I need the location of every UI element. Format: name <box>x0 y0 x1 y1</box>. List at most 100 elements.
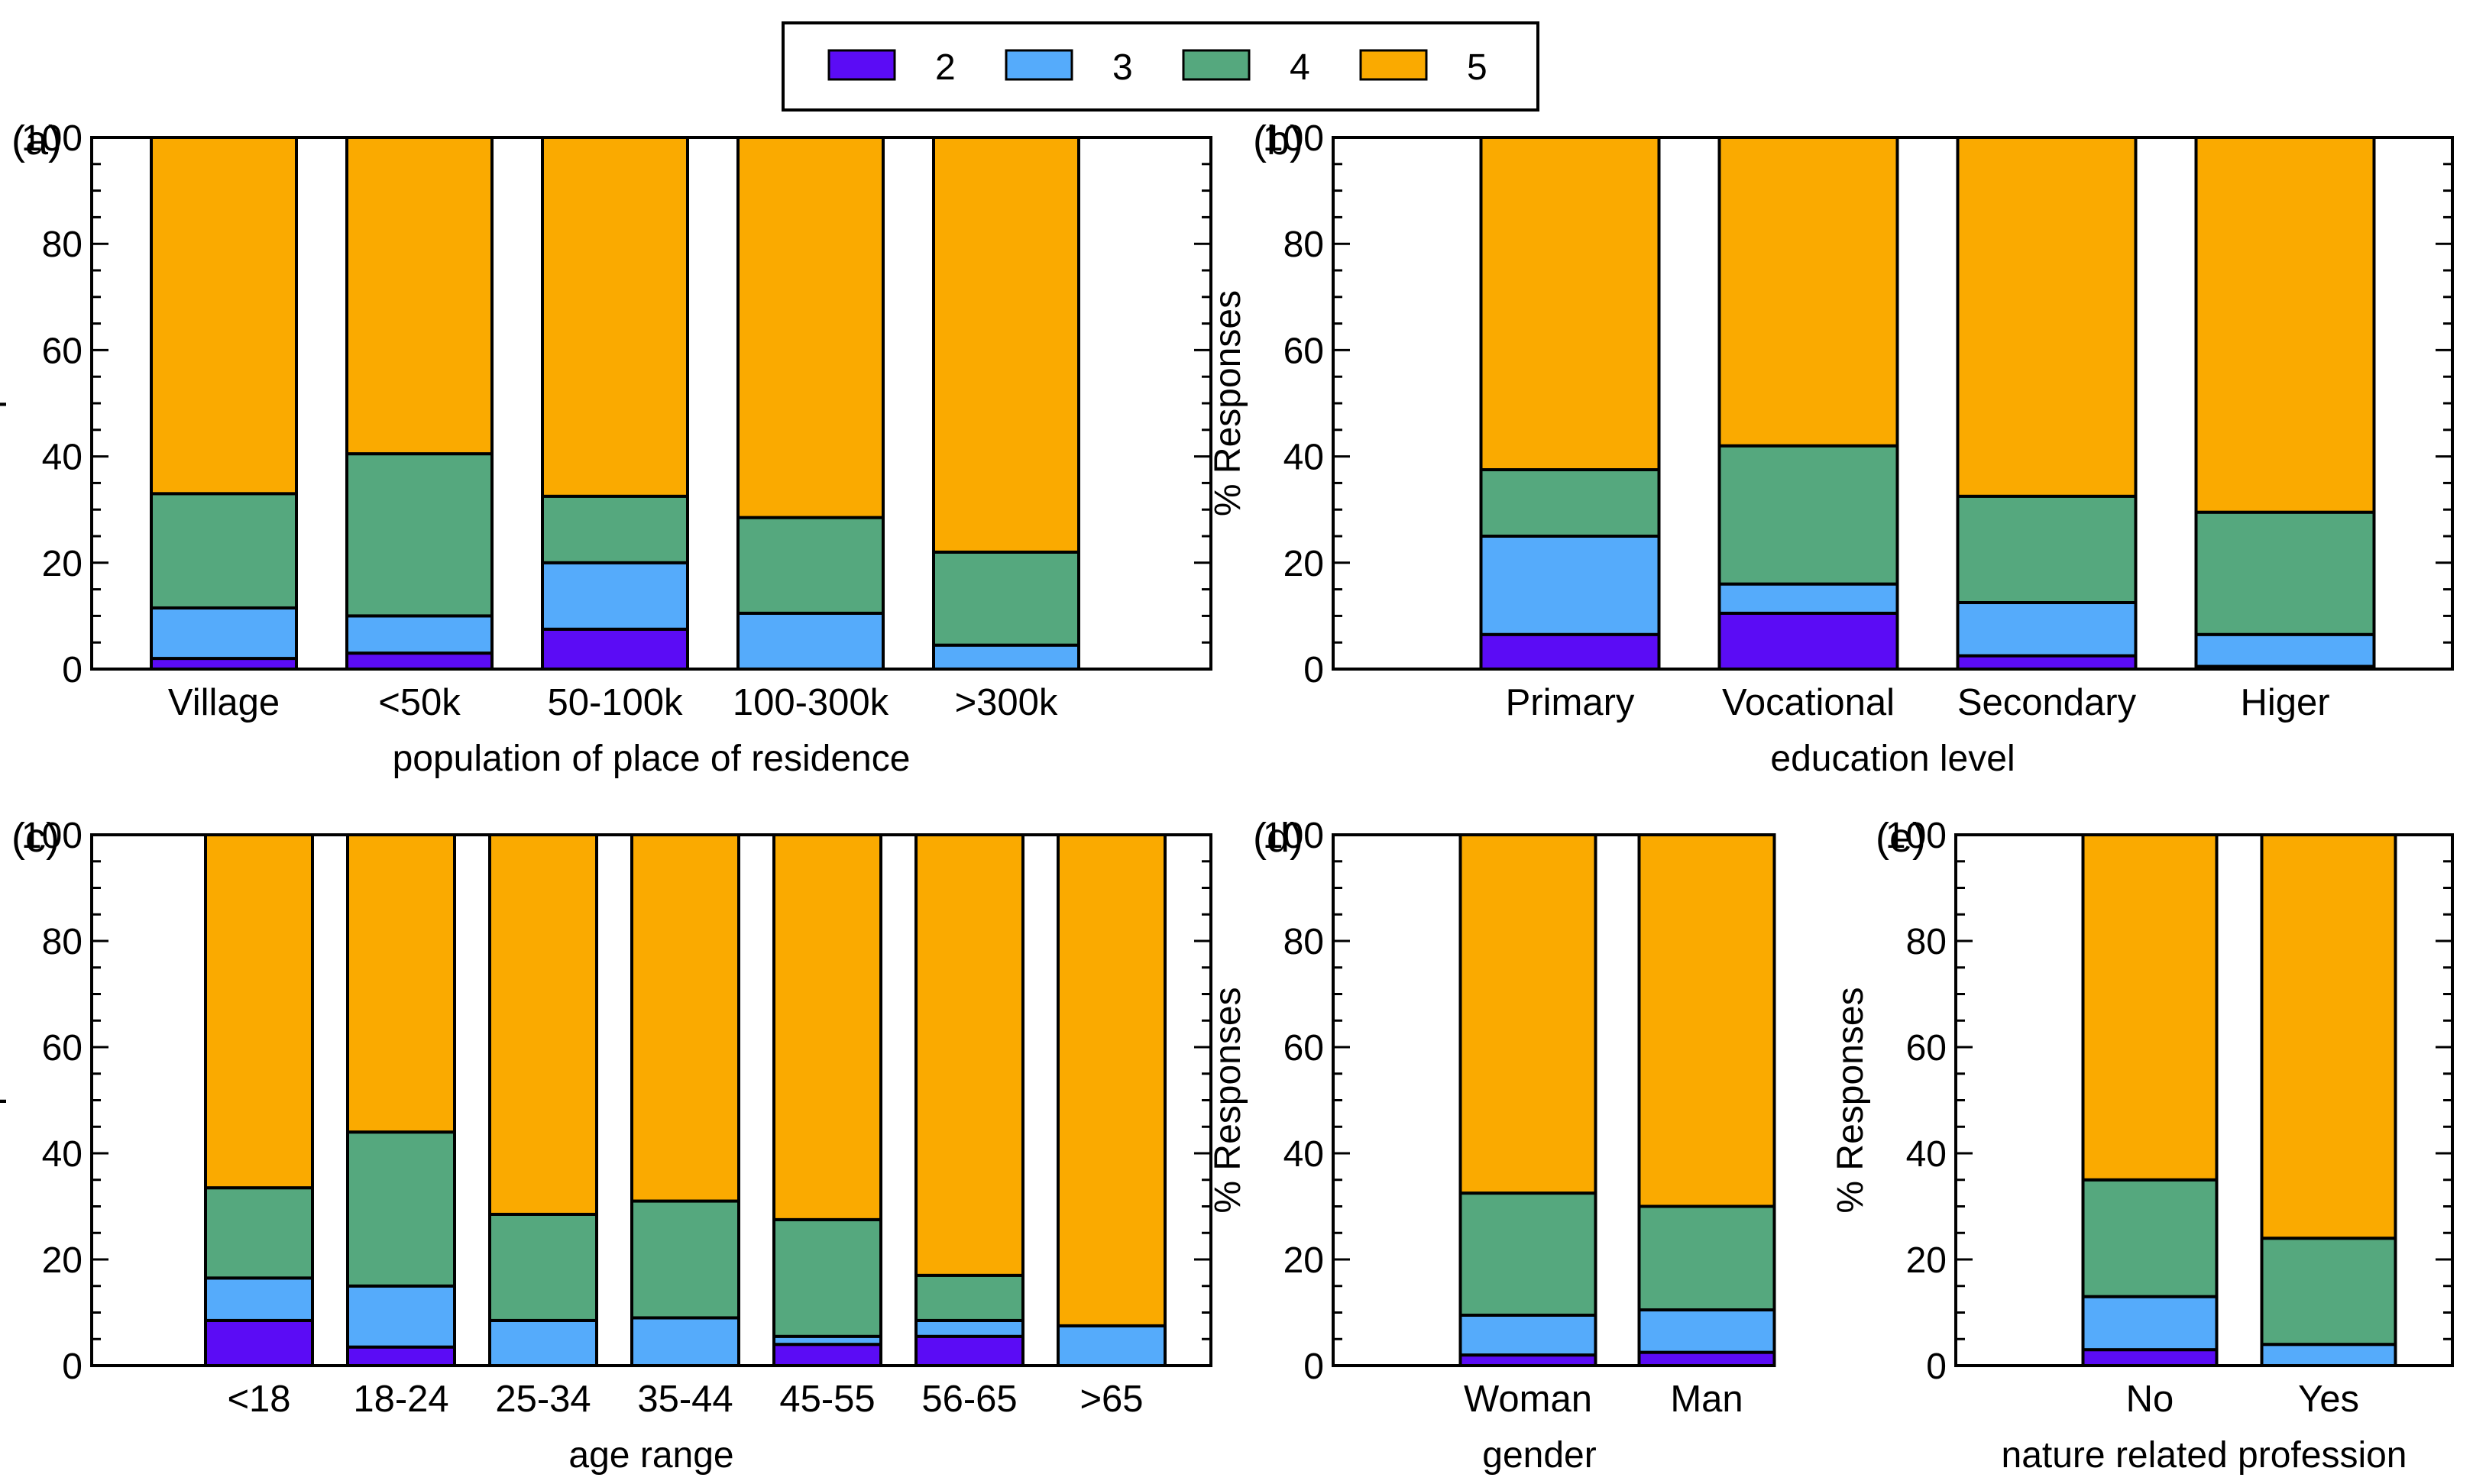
legend-swatch-4 <box>1182 49 1251 81</box>
y-tick-label: 20 <box>1283 544 1324 584</box>
panel-c: 0 20 40 60 80 100 <18 18-24 25-34 35-44 45-55 56-65… <box>0 815 1212 1476</box>
y-axis-title: % Responses <box>0 987 7 1213</box>
y-tick-label: 0 <box>62 1347 83 1387</box>
panel-label: (e) <box>1876 815 1926 861</box>
x-category-label: >300k <box>955 682 1058 723</box>
bar-segment-5 <box>204 833 314 1190</box>
x-category-label: 50-100k <box>547 682 683 723</box>
x-category-label: >65 <box>1080 1379 1143 1420</box>
x-category-label: Woman <box>1464 1379 1592 1420</box>
y-tick-label: 80 <box>1283 922 1324 962</box>
bar-segment-2 <box>1956 654 2138 671</box>
bar-segment-5 <box>932 136 1080 554</box>
y-tick-label: 20 <box>1283 1240 1324 1281</box>
y-axis-title: % Responses <box>1208 987 1248 1213</box>
y-tick-label: 80 <box>42 225 83 265</box>
bar-segment-2 <box>772 1343 882 1367</box>
bar-segment-3 <box>2194 632 2376 668</box>
bar-segment-3 <box>2081 1295 2219 1352</box>
panel-label: (b) <box>1253 118 1303 163</box>
y-tick-label: 60 <box>42 331 83 371</box>
y-tick-label: 100 <box>1263 118 1324 159</box>
bar-segment-4 <box>2260 1237 2397 1347</box>
y-tick-label: 60 <box>1906 1028 1947 1069</box>
bar-segment-4 <box>204 1186 314 1280</box>
y-tick-label: 40 <box>1906 1134 1947 1175</box>
x-axis-title: population of place of residence <box>393 739 911 779</box>
y-tick-label: 0 <box>1303 650 1324 690</box>
panel-label: (a) <box>11 118 62 163</box>
bar-segment-4 <box>1458 1191 1597 1317</box>
y-tick-label: 80 <box>1283 225 1324 265</box>
bar-segment-5 <box>736 136 885 519</box>
x-category-label: Primary <box>1506 682 1635 723</box>
bar-segment-3 <box>488 1318 598 1368</box>
panel-d: 0 20 40 60 80 100 Woman Man gender % Responses (d) <box>1208 815 1776 1476</box>
y-axis-title: % Responses <box>1208 290 1248 516</box>
bar-segment-5 <box>346 833 456 1134</box>
legend-swatch-3 <box>1005 49 1073 81</box>
bar-segment-4 <box>772 1217 882 1338</box>
x-category-label: 56-65 <box>921 1379 1017 1420</box>
panel-a: 0 20 40 60 80 100 Village <50k 50-100k 100-300k >3… <box>0 118 1212 779</box>
x-axis-title: age range <box>568 1435 733 1476</box>
x-category-label: Vocational <box>1722 682 1895 723</box>
bar-segment-3 <box>1458 1313 1597 1357</box>
legend-label-4: 4 <box>1290 47 1310 88</box>
bar-segment-2 <box>150 657 298 671</box>
bar-segment-2 <box>1717 611 1899 671</box>
y-tick-label: 60 <box>1283 331 1324 371</box>
legend-label-2: 2 <box>935 47 956 88</box>
bar-segment-5 <box>1458 833 1597 1195</box>
x-category-label: Yes <box>2298 1379 2359 1420</box>
bar-segment-5 <box>2194 136 2376 514</box>
x-category-label: Secondary <box>1957 682 2137 723</box>
y-tick-label: 100 <box>1263 816 1324 856</box>
bar-segment-3 <box>345 614 494 655</box>
bar-segment-4 <box>932 550 1080 647</box>
bar-segment-3 <box>1956 601 2138 658</box>
x-category-label: <50k <box>378 682 461 723</box>
x-axis-title: nature related profession <box>2002 1435 2407 1476</box>
x-category-label: No <box>2126 1379 2174 1420</box>
bar-segment-3 <box>736 611 885 671</box>
panel-b: 0 20 40 60 80 100 Primary Vocational Secondary Hi… <box>1208 118 2454 779</box>
bar-segment-2 <box>346 1345 456 1368</box>
bar-segment-3 <box>1637 1308 1776 1354</box>
bar-segment-2 <box>1637 1350 1776 1367</box>
y-tick-label: 100 <box>1886 816 1947 856</box>
y-tick-label: 40 <box>1283 438 1324 478</box>
bar-segment-4 <box>1637 1204 1776 1312</box>
x-category-label: Man <box>1670 1379 1743 1420</box>
bar-segment-5 <box>1717 136 1899 448</box>
bar-segment-4 <box>630 1199 740 1320</box>
y-tick-label: 40 <box>1283 1134 1324 1175</box>
bar-segment-2 <box>1479 632 1661 671</box>
bar-segment-3 <box>932 643 1080 671</box>
x-category-label: 100-300k <box>733 682 889 723</box>
legend-label-5: 5 <box>1467 47 1487 88</box>
bar-segment-4 <box>1956 494 2138 604</box>
legend-swatch-2 <box>827 49 896 81</box>
y-tick-label: 100 <box>21 118 83 159</box>
bar-segment-2 <box>2081 1348 2219 1368</box>
panel-e: 0 20 40 60 80 100 No Yes nature related professi… <box>1830 815 2454 1476</box>
bar-segment-2 <box>204 1318 314 1368</box>
bar-segment-4 <box>1479 468 1661 538</box>
y-tick-label: 20 <box>42 544 83 584</box>
bar-segment-5 <box>772 833 882 1221</box>
bar-segment-4 <box>541 494 689 564</box>
legend: 2 3 4 5 <box>782 21 1539 112</box>
bar-segment-4 <box>346 1130 456 1288</box>
x-axis-title: gender <box>1482 1435 1596 1476</box>
bar-segment-5 <box>1956 136 2138 498</box>
bar-segment-3 <box>630 1316 740 1367</box>
y-axis-title: % Responses <box>1830 987 1871 1213</box>
bar-segment-4 <box>345 452 494 618</box>
x-category-label: 35-44 <box>637 1379 733 1420</box>
bar-segment-3 <box>346 1284 456 1349</box>
bar-segment-3 <box>204 1276 314 1322</box>
bar-segment-3 <box>2260 1343 2397 1367</box>
y-tick-label: 20 <box>1906 1240 1947 1281</box>
